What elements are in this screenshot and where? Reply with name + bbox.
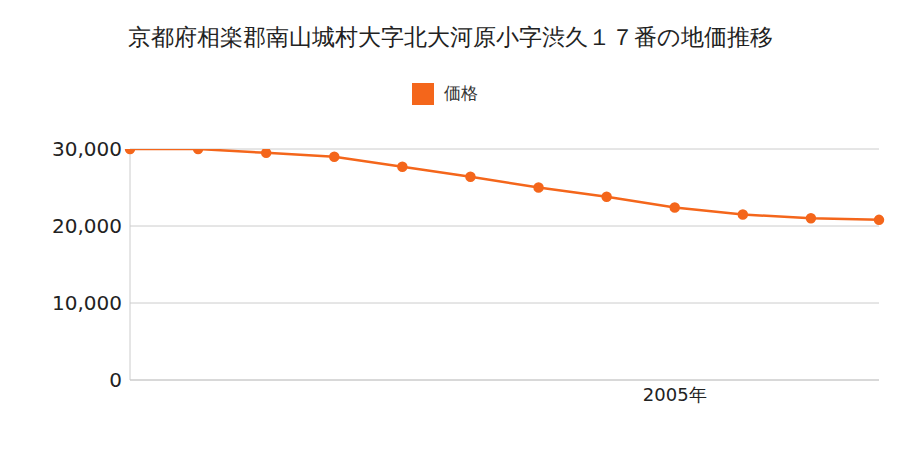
html-text:価格: 価格 [444,83,478,103]
svg-text:30,000: 30,000 [52,137,122,161]
svg-text:0: 0 [109,368,122,392]
svg-text:10,000: 10,000 [52,291,122,315]
svg-text:20,000: 20,000 [52,214,122,238]
svg-text:2005年: 2005年 [643,384,707,405]
html-text:京都府相楽郡南山城村大字北大河原小字渋久１７番の地価推移: 京都府相楽郡南山城村大字北大河原小字渋久１７番の地価推移 [127,24,773,50]
